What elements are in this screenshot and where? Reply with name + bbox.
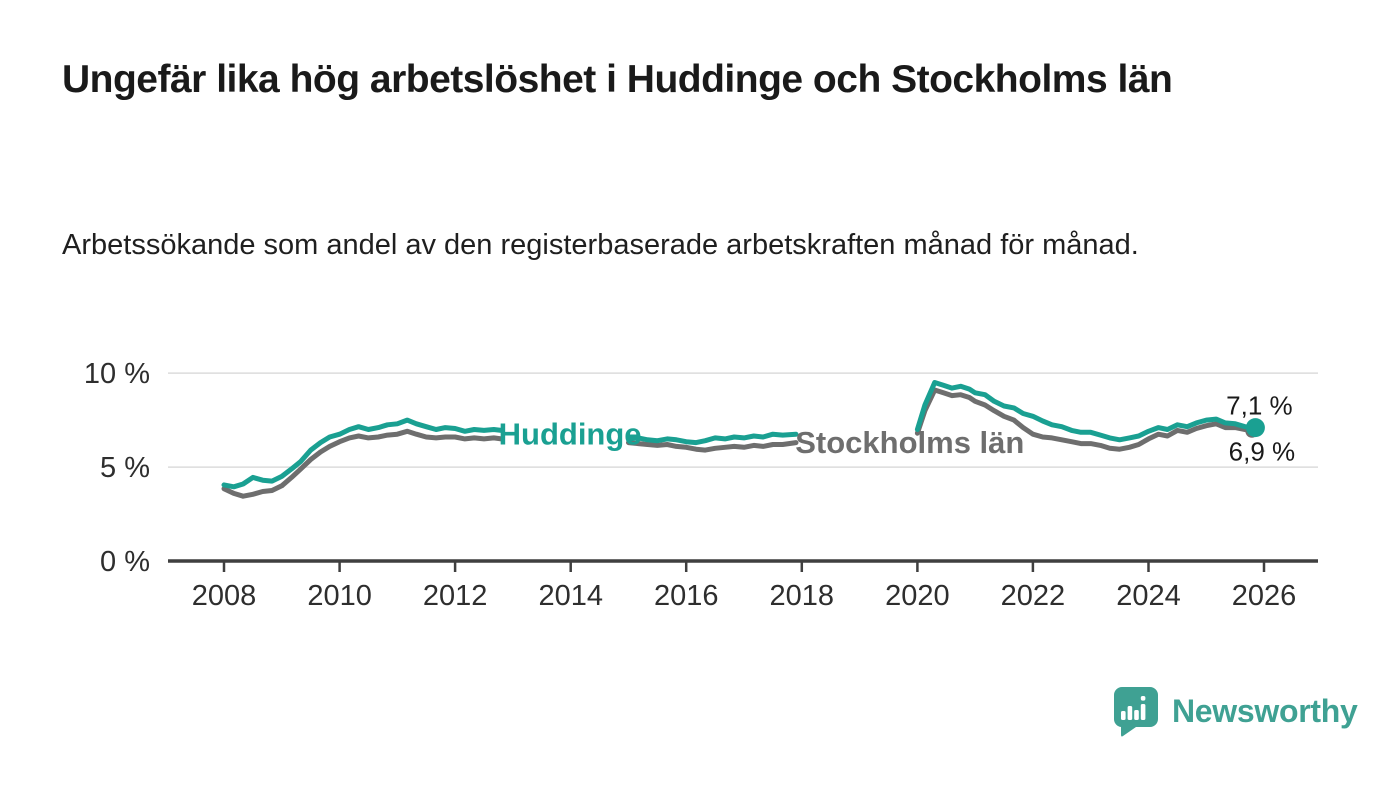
series-inline-label: Stockholms län xyxy=(795,425,1024,460)
x-tick-label: 2014 xyxy=(538,580,603,612)
logo-bars xyxy=(1121,696,1146,720)
y-tick-label: 5 % xyxy=(100,452,150,484)
y-tick-label: 10 % xyxy=(84,358,150,390)
series-line-huddinge xyxy=(626,431,799,446)
x-tick-label: 2016 xyxy=(654,580,719,612)
newsworthy-logo-text: Newsworthy xyxy=(1172,693,1358,729)
series-line-huddinge xyxy=(914,380,1258,443)
newsworthy-logo: Newsworthy xyxy=(1112,686,1358,737)
x-tick-label: 2010 xyxy=(307,580,372,612)
x-tick-label: 2020 xyxy=(885,580,950,612)
y-tick-label: 0 % xyxy=(100,546,150,578)
x-tick-label: 2022 xyxy=(1001,580,1066,612)
x-tick-label: 2012 xyxy=(423,580,488,612)
x-tick-label: 2008 xyxy=(192,580,257,612)
series-inline-label: Huddinge xyxy=(499,417,642,452)
series-line-stockholm xyxy=(914,387,1255,452)
series-latest-value-label: 7,1 % xyxy=(1226,391,1293,421)
chart-title: Ungefär lika hög arbetslöshet i Huddinge… xyxy=(62,58,1173,101)
newsworthy-logo-icon xyxy=(1113,687,1158,737)
x-tick-label: 2018 xyxy=(770,580,835,612)
series-end-dot-huddinge xyxy=(1245,418,1265,438)
x-tick-label: 2026 xyxy=(1232,580,1297,612)
x-tick-label: 2024 xyxy=(1116,580,1181,612)
series-line-huddinge xyxy=(221,417,504,490)
line-chart: 0 % 5 % 10 % 2008 2010 2012 2014 2016 2018 2020 20… xyxy=(84,358,1318,612)
series-latest-value-label: 6,9 % xyxy=(1229,436,1296,466)
series-line-stockholm xyxy=(626,440,799,453)
chart-subtitle: Arbetssökande som andel av den registerb… xyxy=(62,229,1139,261)
series-line-stockholm xyxy=(221,428,504,499)
